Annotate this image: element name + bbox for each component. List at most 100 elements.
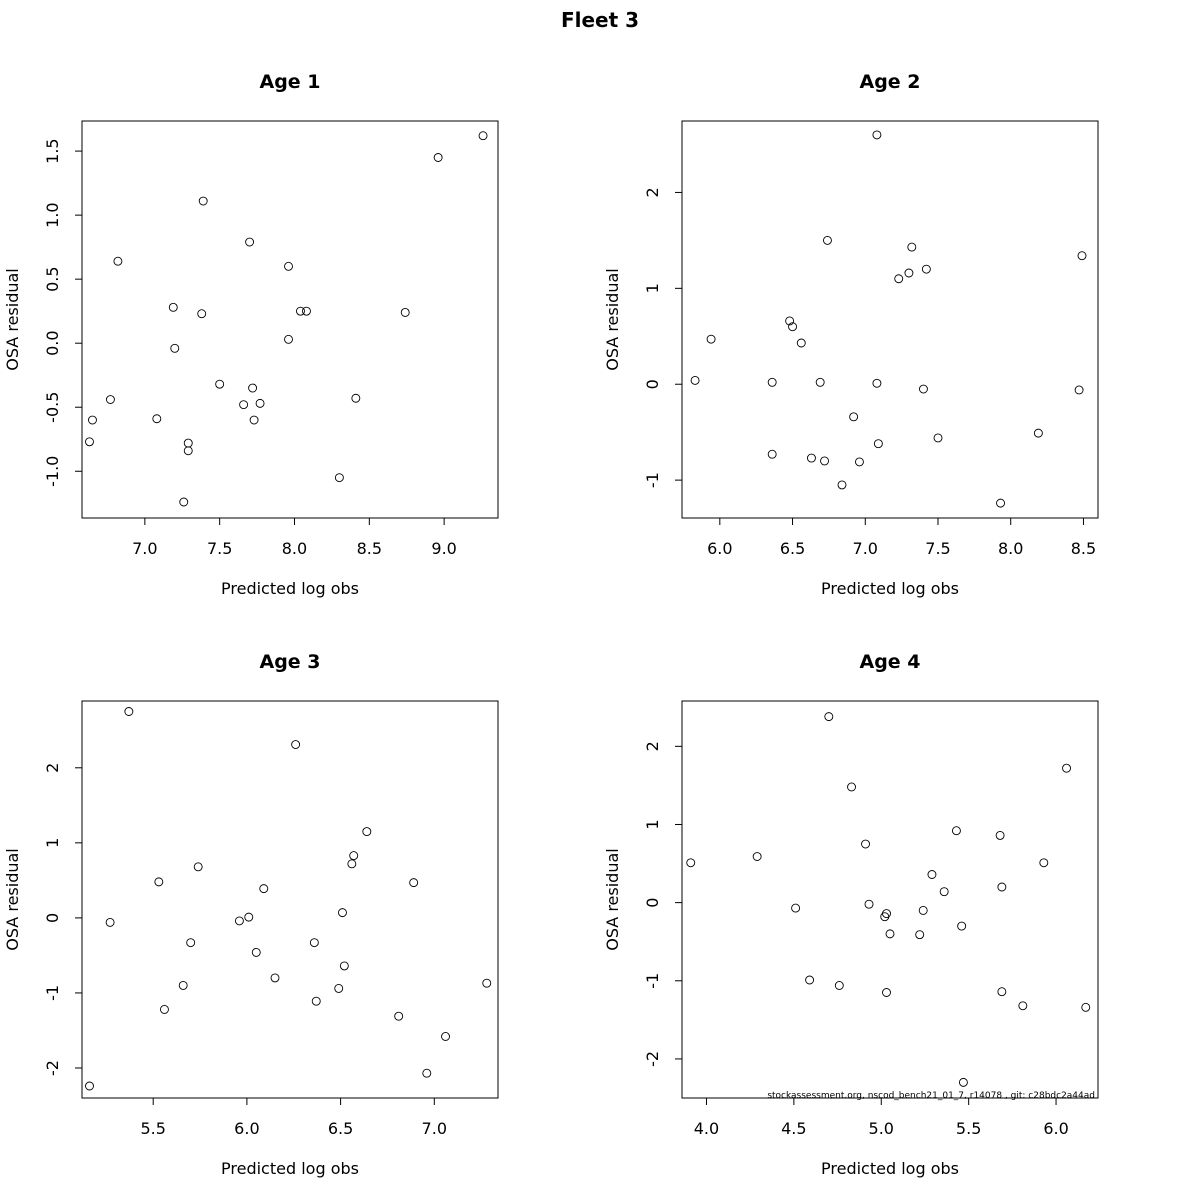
data-point: [152, 414, 162, 424]
x-tick-label: 4.5: [781, 1119, 806, 1138]
data-point: [1081, 1002, 1091, 1012]
data-point: [85, 1081, 94, 1091]
y-axis-label: OSA residual: [3, 268, 22, 370]
data-point: [394, 1011, 404, 1021]
y-tick-label: -2: [43, 1060, 62, 1076]
y-tick-label: 1: [43, 838, 62, 848]
x-tick-label: 6.5: [780, 539, 805, 558]
data-point: [823, 235, 832, 245]
data-point: [690, 375, 700, 385]
data-point: [284, 334, 293, 344]
x-tick-label: 6.0: [234, 1119, 259, 1138]
x-axis-label: Predicted log obs: [821, 579, 959, 598]
data-point: [334, 473, 344, 483]
data-point: [907, 242, 917, 252]
data-point: [791, 903, 801, 913]
data-point: [1033, 428, 1043, 438]
x-tick-label: 8.0: [282, 539, 307, 558]
data-point: [85, 437, 94, 447]
data-point: [270, 973, 280, 983]
y-tick-label: 1: [643, 819, 662, 829]
data-point: [338, 908, 347, 918]
data-point: [752, 852, 762, 861]
data-point: [824, 712, 834, 722]
data-point: [186, 938, 196, 948]
data-point: [251, 947, 261, 957]
x-axis-label: Predicted log obs: [221, 579, 359, 598]
data-point: [105, 917, 115, 927]
data-point: [997, 882, 1007, 892]
y-tick-label: 1: [643, 283, 662, 293]
data-point: [861, 839, 870, 849]
y-tick-label: 0.0: [43, 330, 62, 355]
data-point: [855, 457, 864, 467]
x-tick-label: 8.5: [1071, 539, 1096, 558]
data-point: [921, 264, 931, 274]
x-axis-label: Predicted log obs: [221, 1159, 359, 1178]
x-tick-label: 8.0: [998, 539, 1023, 558]
data-point: [785, 316, 795, 326]
data-point: [409, 878, 419, 888]
y-tick-label: 0.5: [43, 266, 62, 291]
data-point: [482, 978, 492, 988]
x-tick-label: 5.5: [140, 1119, 165, 1138]
panel-title: Age 2: [859, 71, 920, 93]
data-point: [834, 981, 844, 990]
data-point: [296, 306, 305, 316]
plot-frame: [681, 120, 1099, 519]
data-point: [197, 309, 207, 319]
data-point: [807, 453, 816, 463]
x-tick-label: 7.0: [853, 539, 878, 558]
data-point: [1074, 385, 1084, 395]
data-point: [820, 456, 829, 466]
y-axis-label: OSA residual: [603, 268, 622, 370]
data-point: [170, 343, 180, 353]
data-point: [351, 393, 361, 403]
y-tick-label: 1.5: [43, 138, 62, 163]
data-point: [400, 308, 410, 317]
plot-frame: [681, 700, 1099, 1099]
data-point: [1062, 763, 1071, 773]
data-point: [957, 921, 967, 931]
data-point: [105, 395, 115, 404]
panel-title: Age 1: [259, 71, 320, 93]
data-point: [88, 415, 97, 425]
data-point: [259, 884, 269, 894]
panel-4: Age 4 4.0 4.5 5.0 5.5 6.0 -2 -1 0 1 2 Predicted log…: [603, 651, 1099, 1178]
x-tick-label: 7.0: [132, 539, 157, 558]
data-point: [706, 334, 716, 344]
data-point: [478, 131, 488, 141]
y-tick-label: 2: [643, 187, 662, 197]
x-tick-label: 7.0: [422, 1119, 447, 1138]
panel-1: Age 1 7.0 7.5 8.0 8.5 9.0 -1.0 -0.5 0.0 0.5 1.0 1.5…: [3, 71, 499, 598]
data-point: [788, 322, 797, 332]
data-point: [244, 912, 254, 922]
data-point: [302, 306, 311, 316]
data-point: [885, 929, 895, 939]
data-point: [796, 338, 806, 348]
y-tick-label: -1: [43, 985, 62, 1001]
data-point: [178, 980, 188, 990]
y-tick-label: -2: [643, 1051, 662, 1067]
data-point: [805, 975, 815, 985]
panel-title: Age 4: [859, 651, 920, 673]
data-point: [767, 449, 777, 459]
data-point: [215, 379, 225, 389]
data-point: [904, 268, 914, 278]
data-point: [198, 196, 208, 206]
footer-credit: stockassessment.org, nscod_bench21_01_7,…: [767, 1091, 1095, 1101]
data-point: [894, 274, 904, 284]
data-point: [239, 400, 249, 410]
y-tick-label: 0: [643, 379, 662, 389]
data-point: [686, 858, 696, 868]
x-tick-label: 9.0: [431, 539, 456, 558]
data-point: [179, 497, 189, 507]
data-point: [124, 707, 134, 716]
data-point: [847, 782, 856, 792]
y-tick-label: 0: [643, 898, 662, 908]
data-point: [193, 862, 203, 872]
data-point: [915, 930, 925, 940]
panel-title: Age 3: [259, 651, 320, 673]
data-point: [815, 377, 825, 387]
data-point: [995, 830, 1005, 840]
